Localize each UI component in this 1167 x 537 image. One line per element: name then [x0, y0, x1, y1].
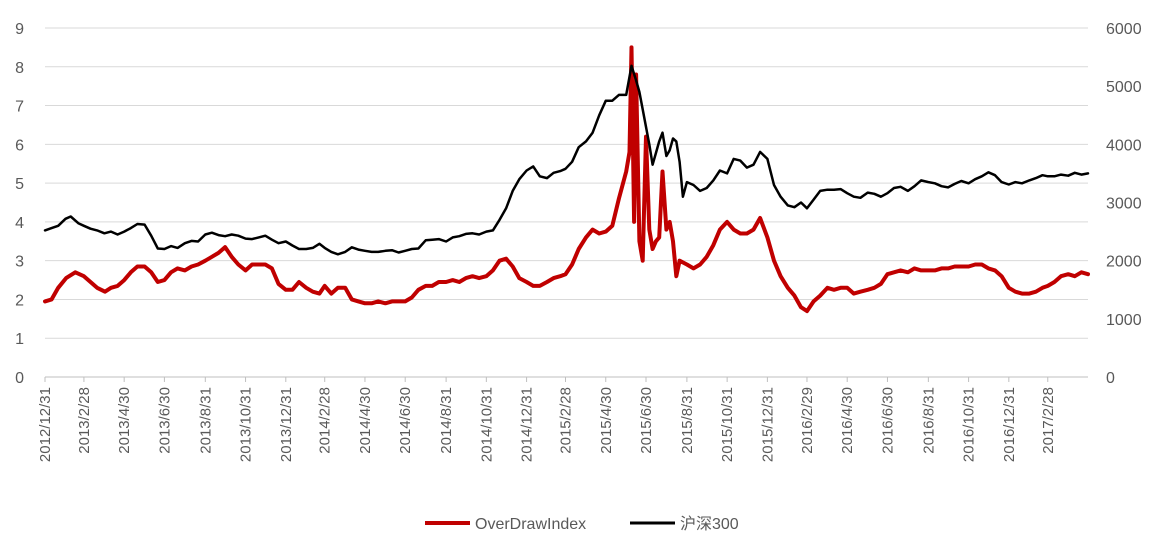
x-tick-label: 2013/4/30: [116, 387, 133, 454]
y-left-tick-label: 2: [15, 292, 24, 309]
y-left-tick-label: 7: [15, 99, 24, 116]
x-tick-label: 2016/8/31: [920, 387, 937, 454]
x-tick-label: 2016/6/30: [879, 387, 896, 454]
y-left-tick-label: 9: [15, 21, 24, 38]
x-tick-label: 2016/2/29: [799, 387, 816, 454]
x-tick-label: 2015/4/30: [598, 387, 615, 454]
x-tick-label: 2014/12/31: [519, 387, 536, 462]
y-left-tick-label: 1: [15, 331, 24, 348]
legend: OverDrawIndex 沪深300: [425, 515, 739, 533]
x-tick-label: 2013/10/31: [238, 387, 255, 462]
x-tick-label: 2013/2/28: [76, 387, 93, 454]
y-left-tick-label: 4: [15, 215, 24, 232]
x-tick-label: 2013/6/30: [156, 387, 173, 454]
legend-label-overdrawindex: OverDrawIndex: [475, 516, 586, 533]
x-tick-label: 2014/6/30: [397, 387, 414, 454]
axes: 0 1 2 3 4 5 6 7 8 9 0 1000 2000 3000 4000 5000 6000 2012/…: [15, 21, 1142, 462]
y-right-tick-label: 6000: [1106, 21, 1142, 38]
y-right-tick-label: 2000: [1106, 254, 1142, 271]
y-right-tick-label: 0: [1106, 370, 1115, 387]
y-left-tick-label: 3: [15, 254, 24, 271]
y-left-tick-label: 5: [15, 176, 24, 193]
y-right-tick-label: 1000: [1106, 312, 1142, 329]
x-tick-label: 2016/10/31: [961, 387, 978, 462]
x-tick-label: 2014/10/31: [478, 387, 495, 462]
gridlines: [45, 27, 1088, 339]
y-right-tick-label: 4000: [1106, 137, 1142, 154]
x-tick-label: 2015/6/30: [638, 387, 655, 454]
y-left-tick-label: 8: [15, 60, 24, 77]
x-tick-label: 2014/8/31: [438, 387, 455, 454]
x-tick-label: 2015/8/31: [679, 387, 696, 454]
x-tick-label: 2013/12/31: [278, 387, 295, 462]
x-tick-label: 2014/2/28: [317, 387, 334, 454]
y-right-tick-label: 5000: [1106, 79, 1142, 96]
x-tick-label: 2012/12/31: [37, 387, 54, 462]
x-tick-label: 2015/2/28: [558, 387, 575, 454]
y-left-tick-label: 0: [15, 370, 24, 387]
x-tick-label: 2017/2/28: [1040, 387, 1057, 454]
y-left-tick-label: 6: [15, 137, 24, 154]
x-tick-label: 2016/4/30: [839, 387, 856, 454]
x-tick-label: 2015/10/31: [719, 387, 736, 462]
x-tick-label: 2013/8/31: [197, 387, 214, 454]
series-lines: [43, 45, 1090, 314]
x-tick-label: 2014/4/30: [357, 387, 374, 454]
series-line-hs300: [43, 64, 1090, 256]
x-tick-label: 2015/12/31: [759, 387, 776, 462]
y-right-tick-label: 3000: [1106, 196, 1142, 213]
series-line-overdrawindex: [43, 45, 1090, 314]
legend-label-hs300: 沪深300: [680, 515, 739, 533]
x-tick-label: 2016/12/31: [1001, 387, 1018, 462]
